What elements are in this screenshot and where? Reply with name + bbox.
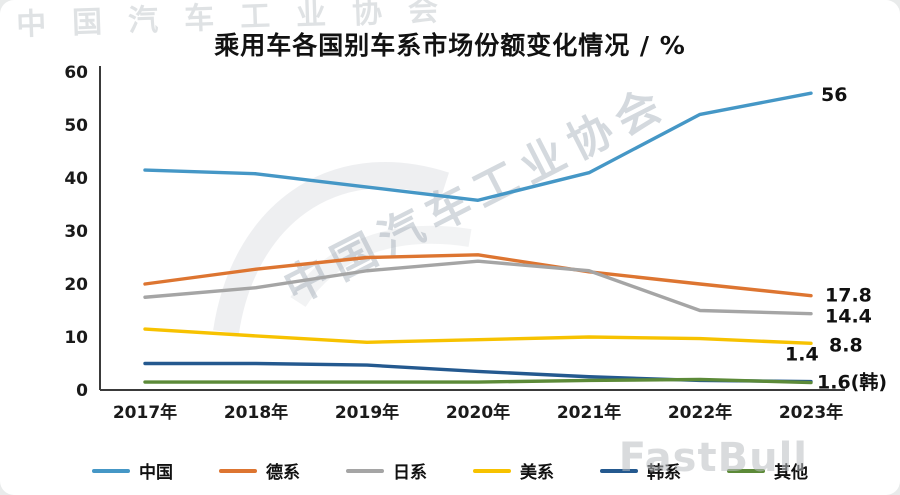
series-line-1 bbox=[143, 253, 813, 298]
y-tick-label: 0 bbox=[76, 381, 88, 401]
x-tick-label: 2023年 bbox=[779, 402, 843, 423]
x-tick-label: 2018年 bbox=[224, 402, 288, 423]
y-tick-label: 20 bbox=[64, 275, 88, 295]
series-end-label-0: 56 bbox=[821, 84, 847, 106]
x-tick-label: 2020年 bbox=[446, 402, 510, 423]
legend-swatch bbox=[92, 468, 130, 473]
y-tick-label: 60 bbox=[64, 63, 88, 83]
y-tick-label: 30 bbox=[64, 222, 88, 242]
y-tick-label: 10 bbox=[64, 328, 88, 348]
legend-item-0: 中国 bbox=[92, 458, 173, 483]
legend-label: 韩系 bbox=[647, 463, 681, 483]
series-line-0 bbox=[143, 91, 813, 202]
y-tick-label: 40 bbox=[64, 169, 88, 189]
legend-item-1: 德系 bbox=[219, 458, 300, 483]
series-end-label-3: 8.8 bbox=[829, 334, 863, 356]
legend-label: 其他 bbox=[774, 463, 808, 483]
chart-title: 乘用车各国别车系市场份额变化情况 / % bbox=[214, 31, 686, 60]
legend-label: 中国 bbox=[139, 463, 173, 483]
series-line-5 bbox=[143, 377, 813, 385]
legend-item-3: 美系 bbox=[473, 458, 554, 483]
watermark-logo-swoosh bbox=[290, 225, 472, 308]
y-tick-label: 50 bbox=[64, 116, 88, 136]
x-tick-label: 2019年 bbox=[335, 402, 399, 423]
legend-item-4: 韩系 bbox=[600, 458, 681, 483]
legend-swatch bbox=[219, 468, 257, 473]
legend-swatch bbox=[473, 468, 511, 473]
series-line-3 bbox=[143, 327, 813, 346]
legend-swatch bbox=[727, 468, 765, 473]
legend-label: 德系 bbox=[266, 463, 300, 483]
series-end-label-1: 17.8 bbox=[825, 285, 872, 307]
series-line-2 bbox=[143, 259, 813, 316]
x-tick-label: 2022年 bbox=[668, 402, 732, 423]
legend-item-5: 其他 bbox=[727, 458, 808, 483]
series-end-label-2: 14.4 bbox=[825, 306, 872, 328]
x-tick-label: 2017年 bbox=[113, 402, 177, 423]
x-tick-label: 2021年 bbox=[557, 402, 621, 423]
legend-item-2: 日系 bbox=[346, 458, 427, 483]
legend-label: 日系 bbox=[393, 463, 427, 483]
legend-label: 美系 bbox=[520, 463, 554, 483]
series-end-label-5: 1.4 bbox=[785, 344, 819, 366]
legend-swatch bbox=[346, 468, 384, 473]
legend-swatch bbox=[600, 468, 638, 473]
legend: 中国 德系 日系 美系 韩系 其他 bbox=[0, 458, 900, 483]
series-end-label-4: 1.6(韩) bbox=[817, 371, 887, 394]
